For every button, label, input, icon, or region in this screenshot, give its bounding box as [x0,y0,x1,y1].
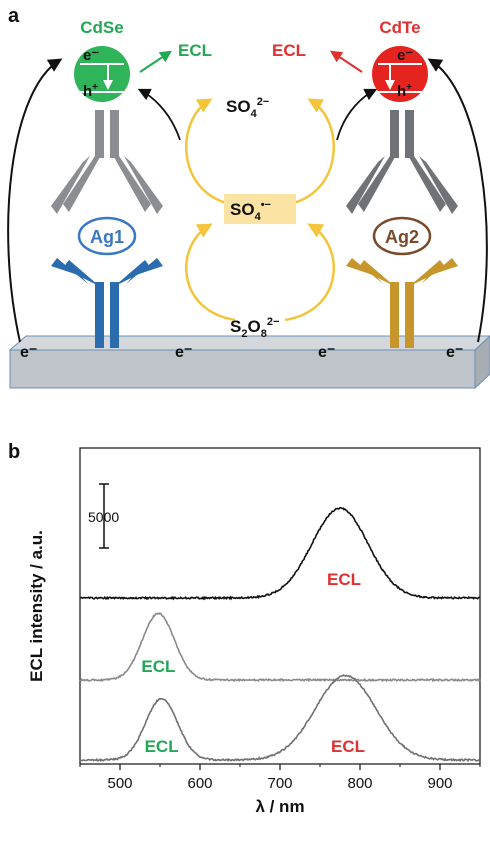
persulfate-label: S2O82− [230,316,279,340]
left-immunoassay: Ag1 e⁻ h+ CdSe ECL [51,18,212,348]
antigen-ag2-label: Ag2 [385,227,419,247]
series-1-ecl-label: ECL [327,570,361,589]
electrode-electron-1: e⁻ [20,344,37,361]
capture-antibody-right-arm-right-outer [421,258,458,284]
capture-antibody-left-arm-right-inner [110,260,151,290]
electrode [8,335,490,390]
redox-cycle-arrows [185,98,335,322]
detection-antibody-right-stem-b [405,110,414,158]
scale-bar: 5000 [88,483,119,549]
sulfate-label: SO42− [226,96,269,120]
plot-series [79,506,481,763]
series-labels: ECL ECL ECL ECL [141,570,365,756]
detection-antibody-right-stem-a [390,110,399,158]
hole-injection-arrow-right [336,88,378,141]
x-tick-label-600: 600 [187,775,212,792]
capture-antibody-left-arm-left-inner [63,260,104,290]
detection-antibody-left-arm-left-inner [63,150,104,212]
x-axis-label: λ / nm [255,797,304,816]
ecl-emission-label-left: ECL [178,41,212,60]
cdte-hole-label: h+ [397,82,412,100]
y-axis-label: ECL intensity / a.u. [27,530,46,682]
ecl-emission-arrow-right [330,50,363,73]
capture-antibody-right-arm-left-inner [358,260,399,290]
cdse-hole-label: h+ [83,82,98,100]
cdse-label: CdSe [80,18,123,37]
plot-frame [79,447,481,765]
detection-antibody-right-arm-right-inner [405,150,446,212]
electrode-electron-3: e⁻ [318,344,335,361]
series-line-1 [79,506,481,601]
detection-antibody-left-stem-b [110,110,119,158]
x-tick-label-900: 900 [427,775,452,792]
antigen-ag2 [372,216,432,256]
cdse-nanoparticle [74,46,130,102]
detection-antibody-right-arm-left-outer [346,156,385,214]
detection-antibody-left-arm-left-outer [51,156,90,214]
detection-antibody-left [51,110,163,214]
series-line-2 [79,612,481,683]
x-tick-label-800: 800 [347,775,372,792]
cdte-label: CdTe [379,18,420,37]
capture-antibody-right [346,258,458,348]
ecl-emission-arrow-left [139,50,172,73]
detection-antibody-left-arm-right-inner [110,150,151,212]
radical-box [224,194,296,224]
series-2-ecl-label: ECL [141,657,175,676]
antigen-ag1 [77,216,137,256]
sulfate-radical-label: SO4•− [230,199,271,223]
detection-antibody-right-arm-left-inner [358,150,399,212]
electrode-electron-2: e⁻ [175,344,192,361]
capture-antibody-left-stem-a [95,282,104,348]
right-immunoassay: Ag2 e⁻ h+ CdTe ECL [272,18,458,348]
capture-antibody-right-arm-left-outer [346,258,383,284]
capture-antibody-right-stem-a [390,282,399,348]
ecl-emission-label-right: ECL [272,41,306,60]
detection-antibody-right-arm-right-outer [419,156,458,214]
series-3-ecl-label-2: ECL [331,737,365,756]
capture-antibody-left-arm-left-outer [51,258,88,284]
detection-antibody-right [346,110,458,214]
capture-antibody-right-arm-right-inner [405,260,446,290]
hole-injection-arrow-left [137,88,181,141]
panel-a-letter: a [8,5,20,27]
scale-bar-label: 5000 [88,509,119,525]
electron-transfer-arrow-left [7,58,63,343]
x-tick-label-700: 700 [267,775,292,792]
electron-transfer-arrow-right [427,58,488,343]
capture-antibody-right-stem-b [405,282,414,348]
antigen-ag1-label: Ag1 [90,227,124,247]
capture-antibody-left [51,258,163,348]
panel-b-letter: b [8,441,20,463]
cdse-electron-label: e⁻ [83,47,99,64]
capture-antibody-left-arm-right-outer [126,258,163,284]
x-axis: 500 600 700 800 900 [79,764,481,792]
x-tick-label-500: 500 [107,775,132,792]
detection-antibody-left-arm-right-outer [124,156,163,214]
panel-b: b 500 600 700 800 900 ECL ECL ECL ECL 5000 ECL … [8,441,481,816]
panel-a: a Ag1 [7,5,490,390]
capture-antibody-left-stem-b [110,282,119,348]
series-3-ecl-label: ECL [145,737,179,756]
series-line-3 [79,674,481,763]
detection-antibody-left-stem-a [95,110,104,158]
electrode-electron-4: e⁻ [446,344,463,361]
cdte-electron-label: e⁻ [397,47,413,64]
